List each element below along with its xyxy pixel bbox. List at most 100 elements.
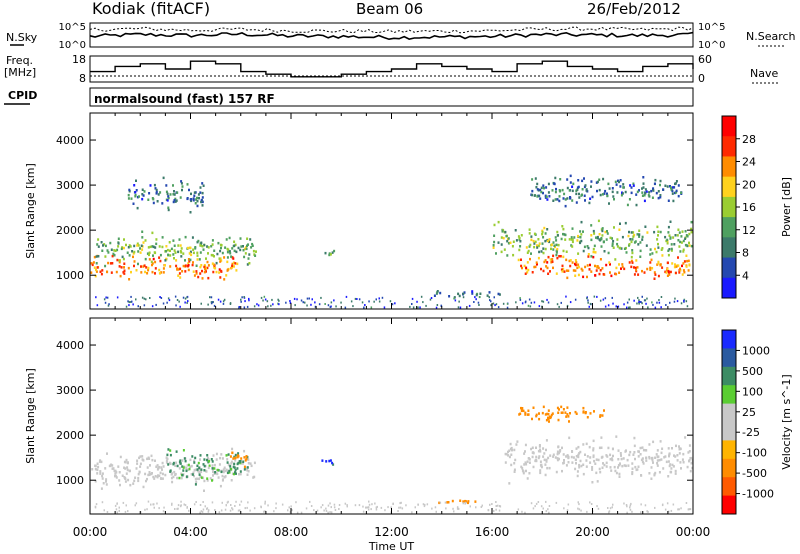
- velocity-cell: [508, 449, 511, 452]
- power-cell: [609, 271, 611, 274]
- velocity-cell: [580, 509, 582, 512]
- velocity-cell: [362, 505, 364, 508]
- power-cell: [167, 297, 170, 300]
- velocity-cell: [234, 453, 237, 457]
- power-cell: [128, 301, 130, 304]
- velocity-cell: [210, 458, 213, 461]
- power-cell: [550, 243, 553, 246]
- power-cell: [661, 266, 664, 269]
- power-cell: [602, 273, 605, 276]
- velocity-cell: [688, 508, 690, 511]
- power-cell: [154, 187, 157, 190]
- velocity-cell: [526, 413, 529, 416]
- velocity-cell: [607, 507, 609, 509]
- power-cell: [166, 301, 168, 304]
- power-colorbar-tick-label: 28: [742, 133, 756, 146]
- velocity-cell: [540, 505, 543, 508]
- power-cell: [622, 186, 625, 189]
- power-cell: [196, 254, 199, 257]
- power-cell: [196, 199, 199, 203]
- velocity-cell: [190, 464, 193, 468]
- velocity-cell: [332, 463, 335, 466]
- velocity-cell: [125, 504, 127, 507]
- velocity-cell: [148, 471, 151, 474]
- power-cell: [250, 246, 253, 249]
- velocity-cell: [243, 456, 246, 459]
- velocity-cell: [138, 471, 141, 474]
- power-cell: [144, 239, 147, 242]
- power-cell: [616, 242, 619, 246]
- velocity-cell: [591, 481, 594, 484]
- velocity-cell: [209, 477, 212, 480]
- velocity-cell: [204, 505, 206, 508]
- power-cell: [667, 231, 670, 234]
- beam-title: Beam 06: [356, 0, 424, 18]
- power-cell: [679, 240, 682, 244]
- velocity-cell: [230, 462, 233, 465]
- velocity-cell: [629, 504, 632, 507]
- power-cell: [500, 243, 503, 246]
- velocity-cell: [188, 509, 190, 512]
- power-cell: [596, 265, 599, 268]
- velocity-cell: [325, 507, 327, 510]
- velocity-cell: [624, 464, 627, 468]
- power-cell: [219, 257, 222, 260]
- velocity-cell: [565, 455, 568, 458]
- velocity-cell: [600, 446, 603, 449]
- power-cell: [459, 306, 462, 309]
- velocity-cell: [194, 456, 197, 460]
- power-cell: [248, 297, 250, 300]
- power-cell: [523, 264, 526, 268]
- velocity-cell: [574, 467, 577, 471]
- power-cell: [136, 206, 139, 210]
- power-cell: [130, 295, 132, 298]
- velocity-cell: [635, 468, 638, 472]
- power-cell: [131, 300, 133, 303]
- power-cell: [628, 261, 631, 264]
- velocity-cell: [195, 501, 197, 503]
- power-cell: [114, 249, 117, 252]
- power-cell: [151, 305, 154, 308]
- velocity-cell: [575, 462, 577, 465]
- power-colorbar-swatch: [722, 277, 736, 299]
- velocity-cell: [187, 463, 190, 467]
- power-cell: [654, 273, 657, 276]
- velocity-cell: [167, 463, 170, 466]
- power-cell: [300, 299, 303, 302]
- power-cell: [652, 189, 655, 192]
- velocity-cell: [288, 506, 290, 509]
- power-cell: [493, 223, 496, 227]
- velocity-cell: [680, 467, 682, 470]
- power-cell: [644, 188, 647, 191]
- velocity-cell: [676, 454, 679, 457]
- velocity-cell: [521, 467, 524, 470]
- power-cell: [218, 257, 221, 260]
- velocity-cell: [507, 450, 509, 454]
- power-cell: [225, 274, 228, 277]
- power-cell: [174, 197, 177, 201]
- velocity-cell: [181, 474, 184, 477]
- power-region-4: [433, 290, 501, 299]
- power-cell: [582, 230, 584, 233]
- velocity-cell: [128, 469, 131, 473]
- power-cell: [151, 262, 154, 265]
- power-cell: [556, 234, 559, 237]
- velocity-cell: [571, 450, 574, 453]
- power-cell: [160, 271, 163, 274]
- power-cell: [262, 299, 264, 302]
- power-cell: [155, 242, 158, 246]
- power-cell: [572, 182, 575, 186]
- power-cell: [123, 262, 126, 265]
- power-cell: [570, 236, 573, 239]
- power-cell: [422, 301, 424, 304]
- power-cell: [237, 246, 240, 250]
- power-region-3: [324, 249, 336, 257]
- power-cell: [582, 275, 585, 279]
- velocity-cell: [630, 502, 632, 505]
- power-cell: [189, 198, 192, 201]
- velocity-cell: [100, 460, 103, 464]
- power-cell: [165, 190, 168, 194]
- power-cell: [493, 234, 496, 237]
- velocity-cell: [661, 447, 664, 450]
- velocity-colorbar-swatch: [722, 366, 736, 386]
